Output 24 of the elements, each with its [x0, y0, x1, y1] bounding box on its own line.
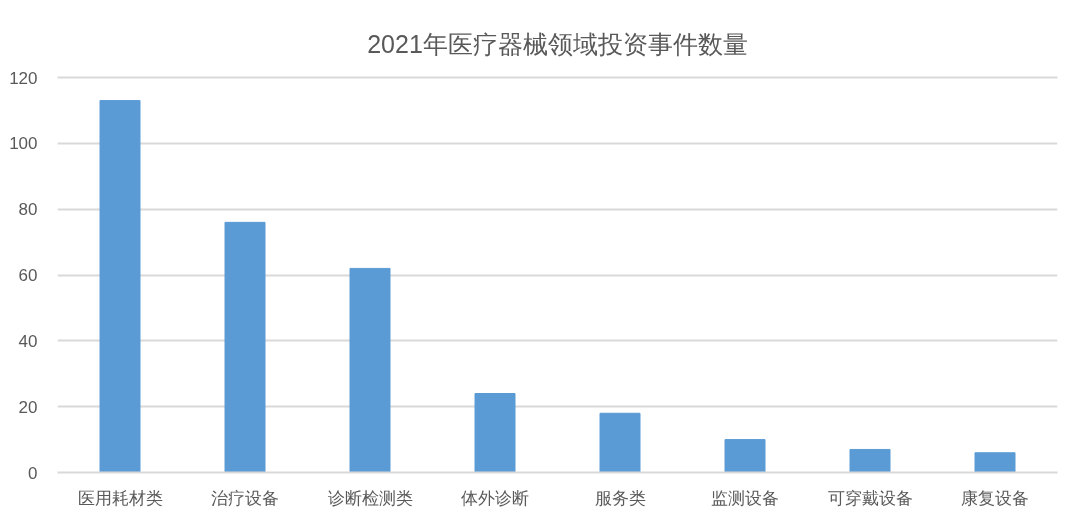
y-tick-label: 20 [18, 397, 38, 417]
bar [724, 439, 766, 473]
bar [599, 412, 641, 473]
x-tick-label: 监测设备 [711, 488, 779, 508]
bar [974, 452, 1016, 473]
x-tick-label: 医用耗材类 [77, 488, 163, 508]
y-tick-label: 40 [18, 331, 38, 351]
bar [849, 448, 891, 473]
bar [99, 100, 141, 473]
x-tick-label: 服务类 [594, 488, 646, 508]
x-tick-label: 治疗设备 [211, 488, 279, 508]
y-tick-label: 120 [9, 68, 38, 88]
bar [349, 267, 391, 473]
y-tick-label: 80 [18, 200, 38, 220]
y-tick-label: 0 [28, 463, 38, 483]
bar [224, 221, 266, 473]
y-tick-label: 100 [9, 134, 38, 154]
bar [474, 393, 516, 473]
x-tick-label: 诊断检测类 [327, 488, 413, 508]
y-tick-label: 60 [18, 266, 38, 285]
chart-title: 2021年医疗器械领域投资事件数量 [367, 29, 748, 58]
x-tick-label: 康复设备 [961, 488, 1029, 508]
x-tick-label: 可穿戴设备 [827, 488, 913, 508]
x-tick-label: 体外诊断 [461, 488, 529, 508]
